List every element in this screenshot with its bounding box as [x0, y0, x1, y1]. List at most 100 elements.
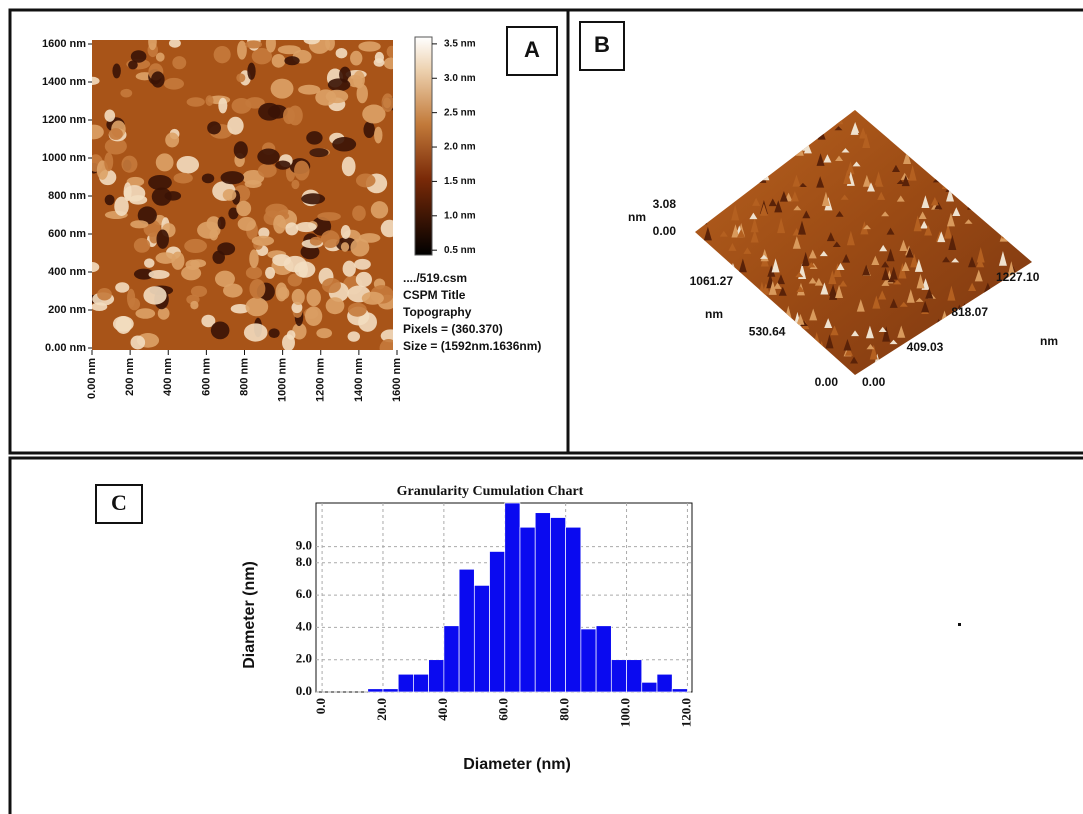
- peak: [967, 195, 976, 210]
- peak: [918, 140, 927, 151]
- grain: [291, 179, 300, 190]
- peak: [717, 180, 726, 187]
- y-tick-label: 9.0: [296, 538, 312, 553]
- grain: [292, 323, 307, 340]
- grain: [128, 297, 141, 311]
- grain: [340, 224, 351, 239]
- x-tick-label: 1227.10: [996, 270, 1040, 284]
- peak: [915, 297, 924, 302]
- y-tick-label: 8.0: [296, 554, 312, 569]
- grain: [306, 131, 323, 145]
- x-tick-label: 818.07: [951, 305, 988, 319]
- x-tick-label: 100.0: [618, 698, 633, 727]
- grain: [148, 40, 157, 51]
- grain: [277, 45, 301, 55]
- grain: [320, 230, 340, 249]
- peak: [695, 349, 702, 359]
- grain: [245, 297, 269, 317]
- grain: [151, 71, 165, 88]
- peak: [916, 137, 925, 151]
- peak: [832, 241, 841, 248]
- peak: [886, 227, 895, 235]
- grain: [137, 206, 157, 225]
- grain: [237, 216, 256, 231]
- grain: [350, 238, 370, 257]
- peak: [929, 110, 938, 113]
- peak: [860, 110, 869, 113]
- grain: [380, 219, 393, 238]
- bar: [382, 688, 399, 693]
- grain: [104, 138, 127, 155]
- peak: [1016, 307, 1025, 321]
- peak: [910, 253, 919, 268]
- grain: [352, 205, 366, 221]
- grain: [209, 229, 219, 241]
- grain: [230, 304, 250, 314]
- peak: [967, 120, 976, 136]
- peak: [781, 145, 790, 159]
- y-tick-label: 0.00 nm: [45, 342, 86, 354]
- peak: [1004, 137, 1013, 151]
- grain: [181, 265, 202, 281]
- grain: [258, 227, 270, 239]
- peak: [809, 308, 818, 321]
- peak: [933, 147, 942, 155]
- peak: [773, 282, 782, 289]
- peak: [937, 231, 946, 243]
- peak: [953, 148, 962, 164]
- grain: [273, 214, 286, 234]
- peak: [695, 202, 704, 213]
- peak: [905, 129, 914, 142]
- grain: [149, 231, 159, 244]
- peak: [721, 110, 730, 116]
- afm-grains: [92, 40, 393, 350]
- peak: [731, 204, 740, 221]
- grain: [120, 88, 133, 98]
- peak: [863, 224, 872, 230]
- grain: [123, 185, 146, 202]
- peak: [881, 267, 890, 281]
- peak: [775, 356, 784, 372]
- peak: [835, 284, 844, 299]
- grain: [163, 77, 185, 90]
- y-tick-label: 530.64: [749, 325, 786, 339]
- peak: [699, 217, 708, 225]
- peak: [808, 249, 817, 259]
- peak: [951, 132, 960, 140]
- peak: [878, 290, 887, 300]
- peak: [1002, 180, 1011, 186]
- peak: [899, 301, 908, 307]
- peak: [901, 261, 910, 271]
- grain: [339, 66, 351, 83]
- peak: [759, 254, 768, 259]
- grain: [190, 300, 199, 310]
- grain: [342, 260, 356, 277]
- peak: [1014, 328, 1023, 344]
- peak: [795, 272, 804, 278]
- y-tick-label: 800 nm: [48, 190, 86, 202]
- peak: [883, 124, 892, 132]
- x-tick-label: 20.0: [374, 698, 389, 721]
- info-line: Topography: [403, 305, 472, 319]
- peak: [842, 253, 851, 263]
- grain: [155, 252, 176, 264]
- peak: [889, 298, 898, 308]
- y-tick-label: 0.0: [296, 683, 312, 698]
- peak: [899, 239, 908, 251]
- grain: [340, 242, 350, 252]
- peak: [898, 138, 907, 144]
- peak: [877, 191, 886, 200]
- peak: [948, 234, 957, 251]
- bar: [671, 688, 688, 693]
- peak: [862, 174, 871, 187]
- peak: [866, 343, 875, 350]
- peak: [852, 161, 861, 167]
- peak: [729, 128, 738, 144]
- colorbar-tick-label: 3.5 nm: [444, 39, 476, 50]
- grain: [283, 107, 295, 125]
- x-unit: nm: [1040, 334, 1058, 348]
- peak: [716, 160, 725, 168]
- colorbar-tick-label: 3.0 nm: [444, 73, 476, 84]
- peak: [796, 286, 805, 292]
- peak: [774, 110, 783, 111]
